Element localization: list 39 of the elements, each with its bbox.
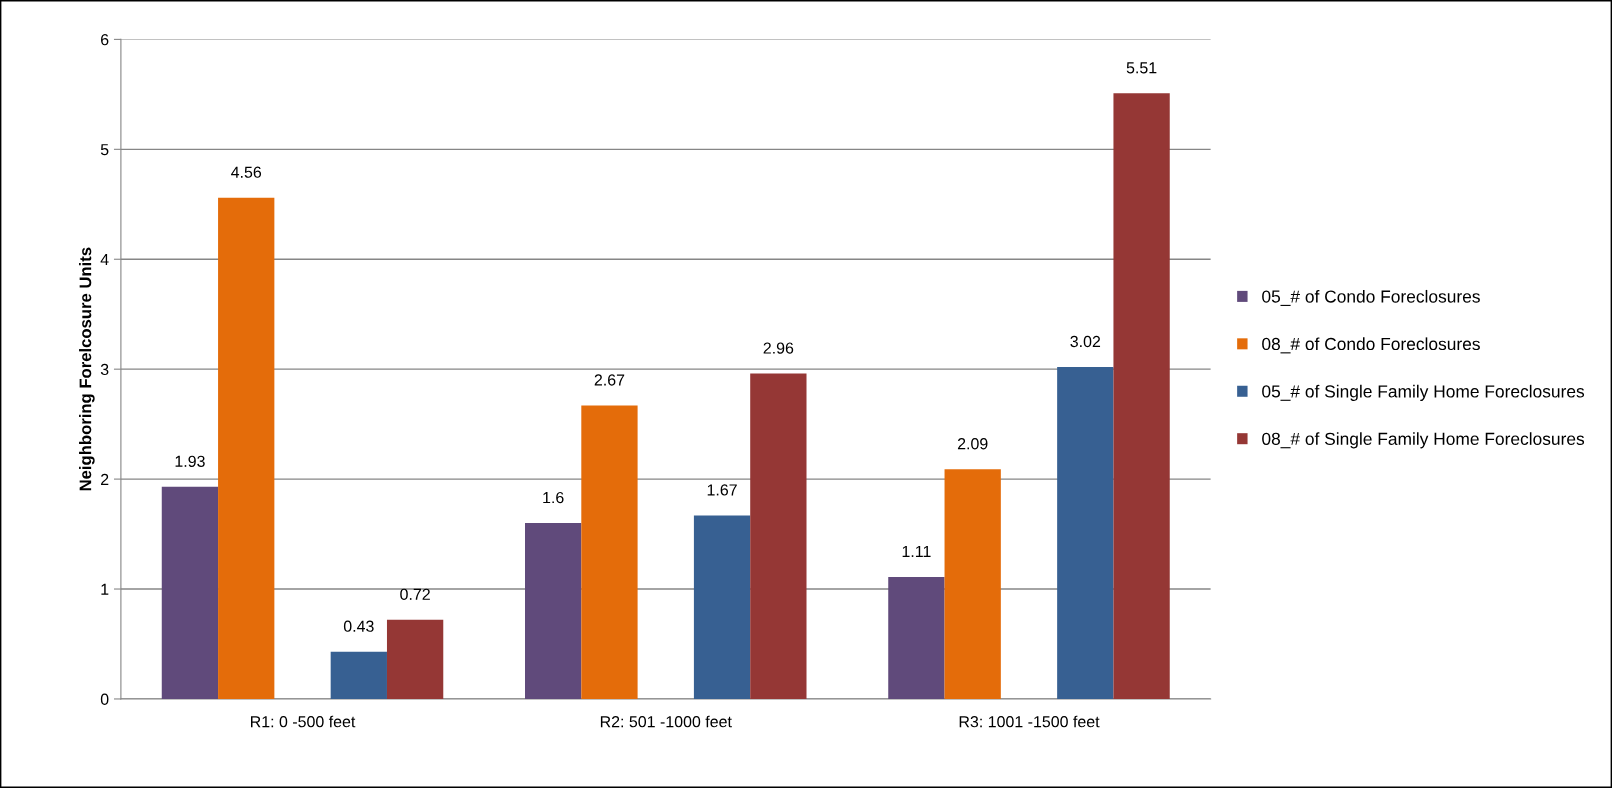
- bar: [1113, 93, 1170, 699]
- data-label: 1.93: [175, 455, 205, 467]
- x-tick-label: R3: 1001 -1500 feet: [959, 715, 1100, 728]
- bar: [693, 515, 751, 699]
- data-label: 5.51: [1126, 62, 1157, 74]
- legend-label: 08_# of Single Family Home Foreclosures: [1262, 432, 1585, 449]
- legend-label: 05_# of Condo Foreclosures: [1262, 289, 1480, 306]
- bar: [1057, 366, 1114, 699]
- bar: [888, 576, 945, 699]
- legend-label: 08_# of Condo Foreclosures: [1262, 337, 1480, 354]
- y-tick-label: 4: [100, 254, 109, 266]
- legend-label: 05_# of Single Family Home Foreclosures: [1262, 384, 1585, 401]
- data-label: 2.67: [594, 374, 625, 386]
- bar: [218, 197, 275, 699]
- data-label: 0.72: [400, 588, 430, 600]
- x-tick-label: R2: 501 -1000 feet: [600, 715, 732, 728]
- y-tick-label: 3: [100, 363, 109, 376]
- data-label: 1.67: [707, 484, 737, 496]
- data-label: 1.6: [543, 491, 564, 504]
- y-tick-label: 1: [101, 583, 109, 595]
- x-tick-label: R1: 0 -500 feet: [251, 715, 356, 728]
- data-label: 4.56: [231, 166, 262, 178]
- y-axis-title: Neighboring Forelcosure Units: [79, 247, 95, 491]
- y-tick-label: 2: [101, 473, 109, 485]
- bar: [525, 523, 582, 699]
- data-label: 1.11: [902, 545, 931, 557]
- bar: [581, 405, 638, 699]
- y-tick-label: 5: [100, 144, 109, 156]
- y-tick-label: 6: [101, 34, 109, 46]
- bar: [944, 469, 1001, 699]
- bar: [161, 486, 219, 699]
- bar: [330, 651, 387, 699]
- bar: [386, 619, 444, 699]
- y-tick-label: 0: [100, 693, 109, 705]
- data-label: 3.02: [1070, 335, 1101, 348]
- bar: [750, 373, 807, 699]
- data-label: 2.96: [763, 342, 794, 354]
- data-label: 0.43: [343, 620, 374, 632]
- data-label: 2.09: [957, 438, 988, 450]
